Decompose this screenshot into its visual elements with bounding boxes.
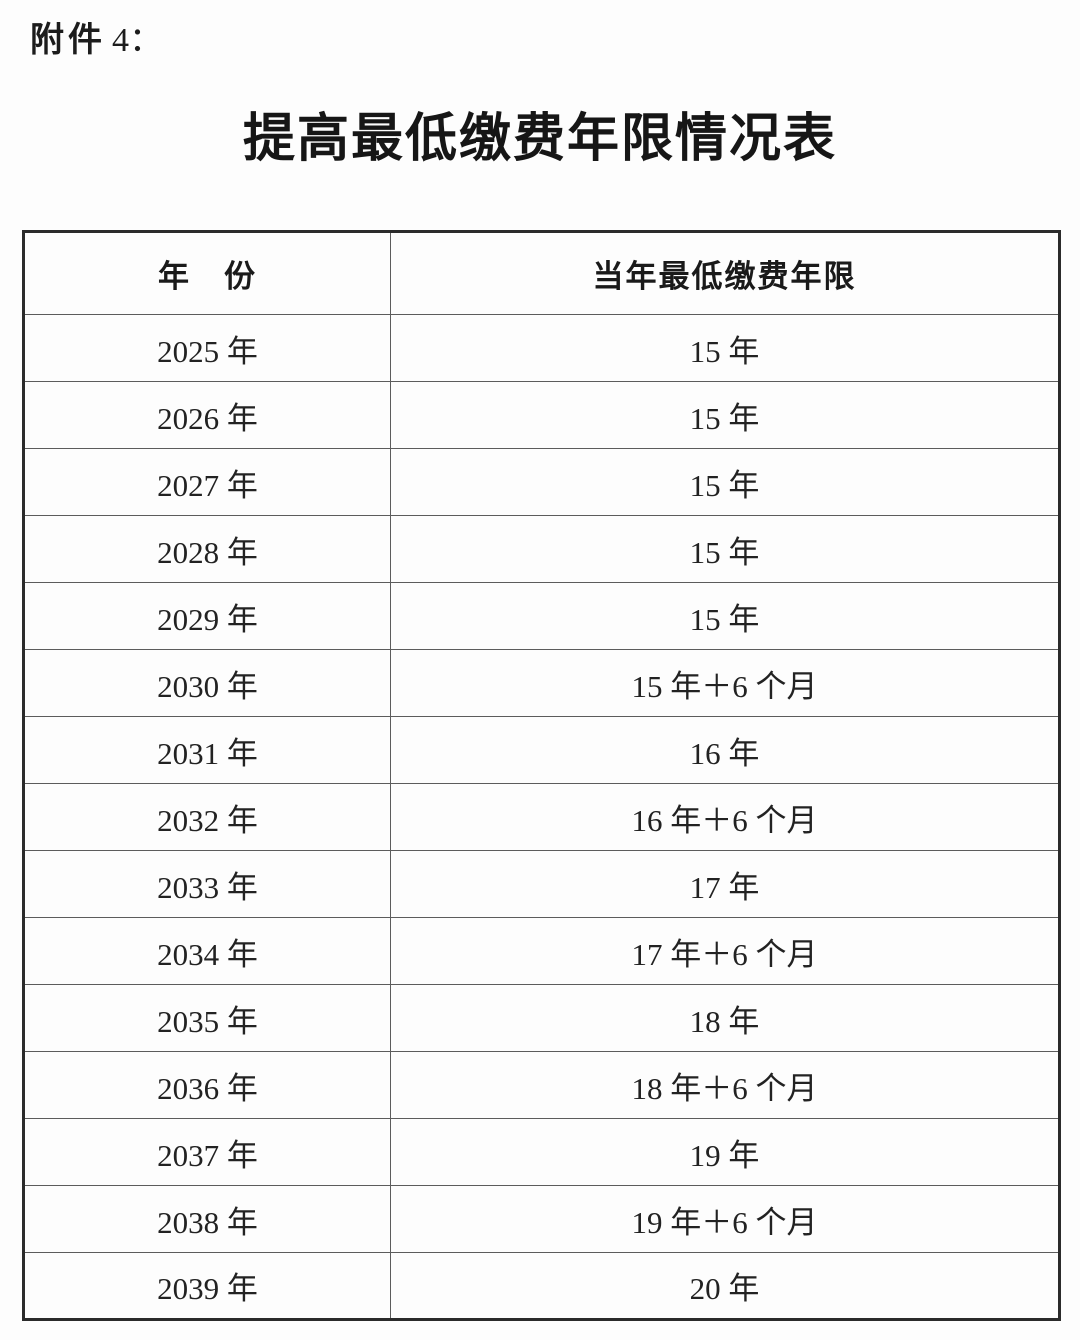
year-cell: 2039 年	[23, 1252, 391, 1320]
min-years-cell: 16 年＋6 个月	[390, 783, 1060, 851]
min-years-cell: 17 年	[390, 850, 1060, 918]
table-row: 2025 年 15 年	[23, 314, 1060, 382]
min-contribution-years-table: 年 份 当年最低缴费年限 2025 年 15 年 2026 年 15 年 202…	[22, 230, 1061, 1321]
year-cell: 2037 年	[23, 1118, 391, 1186]
min-years-cell: 15 年	[390, 381, 1060, 449]
year-cell: 2027 年	[23, 448, 391, 516]
year-cell: 2029 年	[23, 582, 391, 650]
attachment-number: 4：	[112, 22, 163, 59]
attachment-label: 附件 4：	[30, 20, 163, 62]
min-years-cell: 19 年	[390, 1118, 1060, 1186]
min-years-cell: 16 年	[390, 716, 1060, 784]
min-years-cell: 17 年＋6 个月	[390, 917, 1060, 985]
table-row: 2033 年 17 年	[23, 850, 1060, 918]
table-row: 2036 年 18 年＋6 个月	[23, 1051, 1060, 1119]
min-years-cell: 20 年	[390, 1252, 1060, 1320]
page-title: 提高最低缴费年限情况表	[242, 111, 837, 168]
min-years-cell: 15 年	[390, 515, 1060, 583]
min-years-cell: 15 年	[390, 448, 1060, 516]
table-row: 2039 年 20 年	[23, 1252, 1060, 1320]
table-row: 2032 年 16 年＋6 个月	[23, 783, 1060, 851]
min-years-cell: 18 年	[390, 984, 1060, 1052]
min-years-cell: 15 年	[390, 314, 1060, 382]
year-cell: 2026 年	[23, 381, 391, 449]
min-years-cell: 15 年＋6 个月	[390, 649, 1060, 717]
year-cell: 2028 年	[23, 515, 391, 583]
year-cell: 2034 年	[23, 917, 391, 985]
table-row: 2031 年 16 年	[23, 716, 1060, 784]
table-row: 2034 年 17 年＋6 个月	[23, 917, 1060, 985]
year-cell: 2031 年	[23, 716, 391, 784]
table-row: 2027 年 15 年	[23, 448, 1060, 516]
col-header-year: 年 份	[23, 231, 391, 315]
min-years-cell: 15 年	[390, 582, 1060, 650]
year-cell: 2035 年	[23, 984, 391, 1052]
table-row: 2037 年 19 年	[23, 1118, 1060, 1186]
table-header-row: 年 份 当年最低缴费年限	[23, 231, 1060, 315]
year-cell: 2025 年	[23, 314, 391, 382]
table-row: 2038 年 19 年＋6 个月	[23, 1185, 1060, 1253]
attachment-prefix: 附件	[30, 21, 106, 59]
table-row: 2030 年 15 年＋6 个月	[23, 649, 1060, 717]
min-years-cell: 18 年＋6 个月	[390, 1051, 1060, 1119]
year-cell: 2033 年	[23, 850, 391, 918]
table-row: 2026 年 15 年	[23, 381, 1060, 449]
table-row: 2029 年 15 年	[23, 582, 1060, 650]
year-cell: 2038 年	[23, 1185, 391, 1253]
year-cell: 2030 年	[23, 649, 391, 717]
col-header-min-contribution-years: 当年最低缴费年限	[390, 231, 1060, 315]
min-years-cell: 19 年＋6 个月	[390, 1185, 1060, 1253]
table-row: 2035 年 18 年	[23, 984, 1060, 1052]
year-cell: 2036 年	[23, 1051, 391, 1119]
year-cell: 2032 年	[23, 783, 391, 851]
table-row: 2028 年 15 年	[23, 515, 1060, 583]
